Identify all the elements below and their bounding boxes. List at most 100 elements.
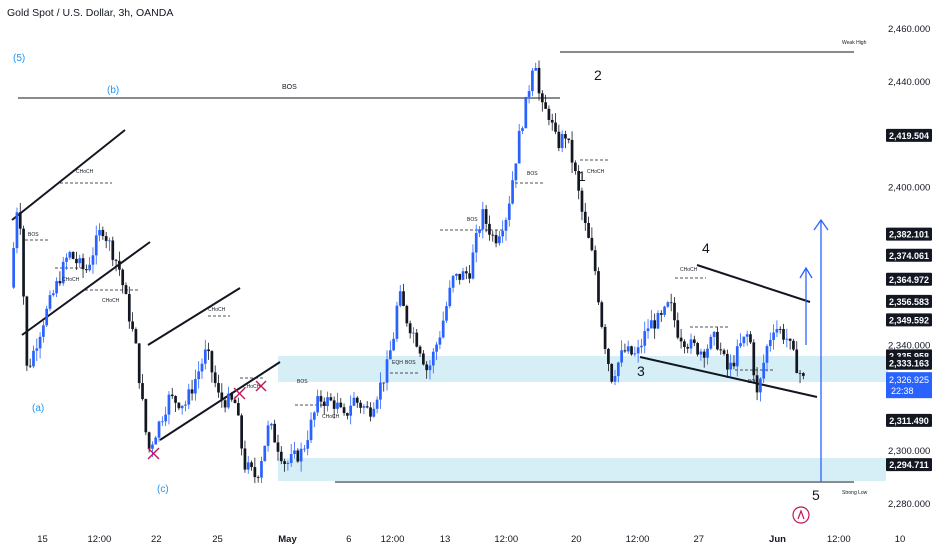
- candle: [276, 434, 280, 461]
- x-tick-label: 15: [37, 534, 48, 545]
- candle: [408, 320, 412, 339]
- candle: [739, 333, 742, 349]
- candle: [137, 343, 141, 389]
- candle: [170, 387, 174, 399]
- candle: [415, 328, 419, 348]
- candle: [121, 268, 125, 294]
- candle: [534, 62, 538, 71]
- x-tick-label: 12:00: [626, 534, 650, 545]
- choch-label-3: CHoCH: [102, 298, 120, 304]
- channel-upper-2: [147, 287, 241, 346]
- candle: [213, 365, 217, 388]
- x-tick-label: 12:00: [87, 534, 111, 545]
- candle: [154, 435, 158, 445]
- candle: [514, 163, 518, 189]
- x-tick-label: 22: [151, 534, 162, 545]
- candle: [663, 305, 666, 318]
- candle: [392, 332, 395, 351]
- candle: [220, 383, 224, 408]
- candle: [474, 224, 478, 263]
- candle: [702, 349, 706, 368]
- candle: [484, 205, 488, 233]
- price-axis[interactable]: 2,460.000 2,440.000 2,400.000 2,340.000 2,30…: [886, 24, 932, 510]
- candle: [306, 430, 310, 456]
- candle: [590, 227, 594, 252]
- candle: [174, 395, 177, 413]
- candle: [352, 392, 356, 407]
- candle: [293, 442, 296, 459]
- candle: [593, 245, 597, 276]
- candle: [531, 67, 534, 97]
- candle: [309, 412, 313, 444]
- candle: [431, 347, 435, 374]
- candle: [570, 131, 574, 173]
- candle: [481, 201, 485, 239]
- price-label: 2,364.972: [886, 272, 932, 286]
- svg-text:2,374.061: 2,374.061: [889, 251, 929, 261]
- candle: [782, 323, 785, 344]
- channel-lower-1: [21, 241, 151, 336]
- candle: [359, 400, 362, 414]
- candle: [25, 295, 29, 371]
- candle: [336, 392, 339, 414]
- candle: [610, 363, 614, 384]
- candle: [312, 411, 316, 428]
- candle: [299, 442, 303, 472]
- candle: [184, 400, 187, 412]
- wedge-upper: [696, 264, 811, 303]
- candle: [108, 237, 111, 252]
- candle: [722, 348, 726, 356]
- candle: [296, 448, 300, 463]
- candle: [785, 328, 789, 348]
- candle: [778, 326, 782, 334]
- candle: [699, 348, 703, 361]
- candle: [494, 230, 498, 248]
- time-axis[interactable]: 15 12:00 22 25 May 6 12:00 13 12:00 20 12:00 27 Jun 1…: [37, 534, 905, 545]
- candle: [498, 230, 501, 246]
- candle: [418, 345, 422, 357]
- candle: [200, 358, 204, 379]
- candle: [557, 124, 561, 152]
- eqh-label: EQH: [392, 360, 403, 366]
- choch-label-8: CHoCH: [680, 267, 698, 273]
- candle: [616, 361, 620, 383]
- candle: [633, 346, 637, 357]
- candle: [355, 396, 359, 408]
- candle: [587, 216, 590, 239]
- candle: [772, 324, 775, 350]
- candle: [18, 203, 22, 235]
- candle: [501, 220, 505, 243]
- candle: [91, 247, 95, 274]
- svg-text:2,311.490: 2,311.490: [889, 416, 929, 426]
- candle: [114, 258, 118, 272]
- candle: [134, 327, 138, 344]
- candle: [217, 374, 220, 398]
- candle: [679, 329, 683, 349]
- candle: [38, 332, 42, 359]
- price-label: 2,356.583: [886, 294, 932, 308]
- candle: [554, 113, 557, 135]
- candle: [260, 456, 263, 483]
- candle: [600, 300, 604, 329]
- candle: [303, 444, 306, 453]
- wave-label-b: (b): [107, 85, 119, 96]
- candle: [190, 379, 194, 401]
- cross-icon: [255, 380, 267, 392]
- demand-zone-lower: [278, 458, 886, 481]
- candle: [375, 396, 379, 414]
- candle: [227, 386, 230, 410]
- candle: [42, 320, 45, 343]
- y-tick-label: 2,340.000: [888, 341, 930, 352]
- candle: [124, 282, 128, 295]
- wave-label-a: (a): [32, 403, 44, 414]
- svg-text:2,294.711: 2,294.711: [889, 460, 929, 470]
- wave-label-1: 1: [578, 168, 586, 184]
- price-label: 2,419.504: [886, 128, 932, 142]
- candle: [478, 226, 481, 238]
- choch-label-5: CHoCH: [243, 384, 261, 390]
- candle: [78, 254, 82, 268]
- candle: [289, 444, 293, 467]
- candle: [441, 311, 445, 339]
- candle: [692, 335, 696, 347]
